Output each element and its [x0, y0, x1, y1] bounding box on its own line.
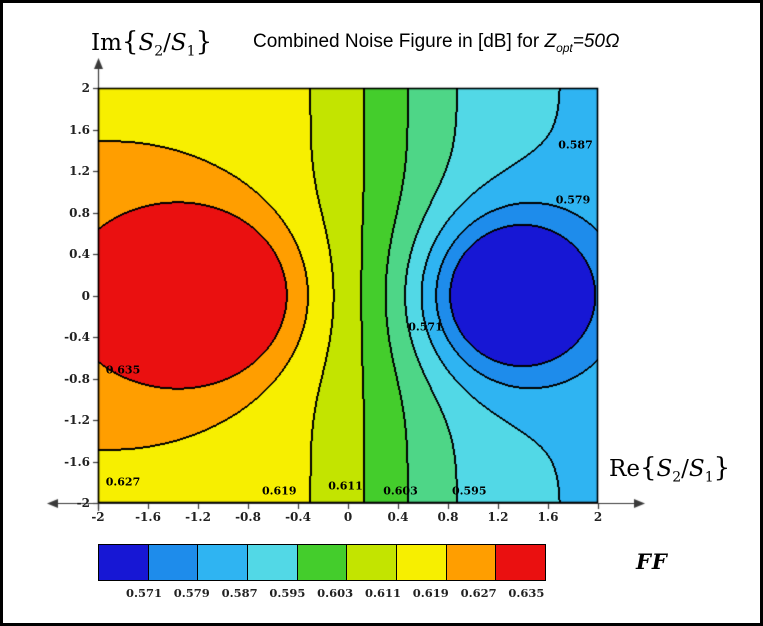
colorbar-swatch	[297, 545, 348, 580]
x-tick-label: -0.8	[235, 510, 261, 524]
y-axis-s1-sub: 1	[186, 43, 196, 60]
y-axis-brace-open: {	[121, 27, 139, 57]
x-tick-label: -2	[91, 510, 105, 524]
y-tick-label: 1.6	[69, 122, 90, 137]
x-axis-s2-sub: 2	[672, 469, 682, 486]
colorbar	[98, 544, 546, 581]
colorbar-tick-label: 0.603	[317, 586, 354, 600]
colorbar-tick-label: 0.611	[364, 586, 401, 600]
contour-label: 0.571	[408, 320, 443, 334]
y-tick-label: 0	[81, 288, 90, 303]
x-tick-label: 0	[343, 510, 353, 524]
contour-label: 0.603	[383, 484, 418, 498]
colorbar-swatch	[446, 545, 497, 580]
colorbar-tick-label: 0.619	[412, 586, 449, 600]
x-axis-brace-close: }	[713, 453, 731, 483]
x-tick-label: -1.6	[135, 510, 161, 524]
chart-title-variable: Z	[544, 31, 557, 52]
chart-title-value: =50	[572, 31, 605, 52]
colorbar-swatch	[397, 545, 447, 580]
x-tick-label: 1.6	[537, 510, 559, 524]
contour-label: 0.579	[555, 193, 591, 207]
x-axis-brace-open: {	[639, 453, 657, 483]
y-tick-label: -2	[76, 496, 90, 510]
contour-label: 0.635	[105, 363, 141, 377]
chart-title-subscript: opt	[556, 40, 573, 55]
chart-title: Combined Noise Figure in [dB] for Zopt=5…	[253, 31, 723, 55]
x-tick-label: 1.2	[487, 510, 509, 524]
x-tick-label: 0.4	[387, 510, 409, 524]
contour-label: 0.595	[452, 484, 487, 498]
y-axis-brace-close: }	[195, 27, 213, 57]
colorbar-tick-label: 0.627	[460, 586, 497, 600]
x-tick-label: 2	[593, 510, 603, 524]
y-tick-label: -0.8	[64, 371, 90, 386]
y-axis-s1: S	[170, 30, 187, 56]
y-tick-label: -0.4	[64, 330, 90, 344]
colorbar-swatch	[148, 545, 199, 580]
chart-title-omega: Ω	[605, 31, 620, 52]
colorbar-tick-label: 0.571	[125, 586, 162, 600]
contour-plot-canvas	[98, 88, 598, 503]
y-tick-label: 1.2	[69, 164, 90, 178]
y-tick-label: 0.8	[69, 205, 90, 220]
contour-label: 0.619	[262, 484, 297, 498]
colorbar-swatch	[248, 545, 298, 580]
x-tick-label: 0.8	[437, 510, 459, 524]
x-axis-fn: Re	[609, 456, 640, 482]
colorbar-swatch	[347, 545, 398, 580]
y-axis-s2: S	[138, 30, 155, 56]
x-axis-slash: /	[681, 456, 689, 482]
colorbar-title: FF	[636, 549, 668, 574]
y-tick-label: -1.2	[64, 413, 90, 427]
colorbar-swatch	[496, 545, 546, 580]
y-axis-slash: /	[163, 30, 171, 56]
y-axis-fn: Im	[91, 30, 122, 56]
contour-label: 0.611	[328, 479, 363, 493]
colorbar-swatch	[99, 545, 149, 580]
colorbar-tick-label: 0.635	[508, 586, 545, 600]
y-tick-label: 2	[81, 81, 90, 95]
colorbar-tick-label: 0.595	[269, 586, 306, 600]
x-axis-s1-sub: 1	[704, 469, 714, 486]
x-axis-label: Re{S2/S1}	[609, 453, 730, 486]
y-axis-s2-sub: 2	[154, 43, 164, 60]
x-tick-label: -0.4	[285, 510, 311, 524]
x-tick-label: -1.2	[185, 510, 211, 524]
contour-label: 0.587	[558, 138, 593, 152]
y-tick-label: -1.6	[64, 454, 90, 469]
contour-label: 0.627	[105, 475, 141, 489]
x-axis-s1: S	[688, 456, 705, 482]
chart-title-text: Combined Noise Figure in [dB] for	[253, 31, 545, 52]
colorbar-tick-label: 0.579	[173, 586, 210, 600]
y-axis-label: Im{S2/S1}	[91, 27, 212, 60]
y-tick-label: 0.4	[69, 247, 90, 261]
colorbar-tick-label: 0.587	[221, 586, 258, 600]
x-axis-s2: S	[656, 456, 673, 482]
colorbar-swatch	[198, 545, 249, 580]
